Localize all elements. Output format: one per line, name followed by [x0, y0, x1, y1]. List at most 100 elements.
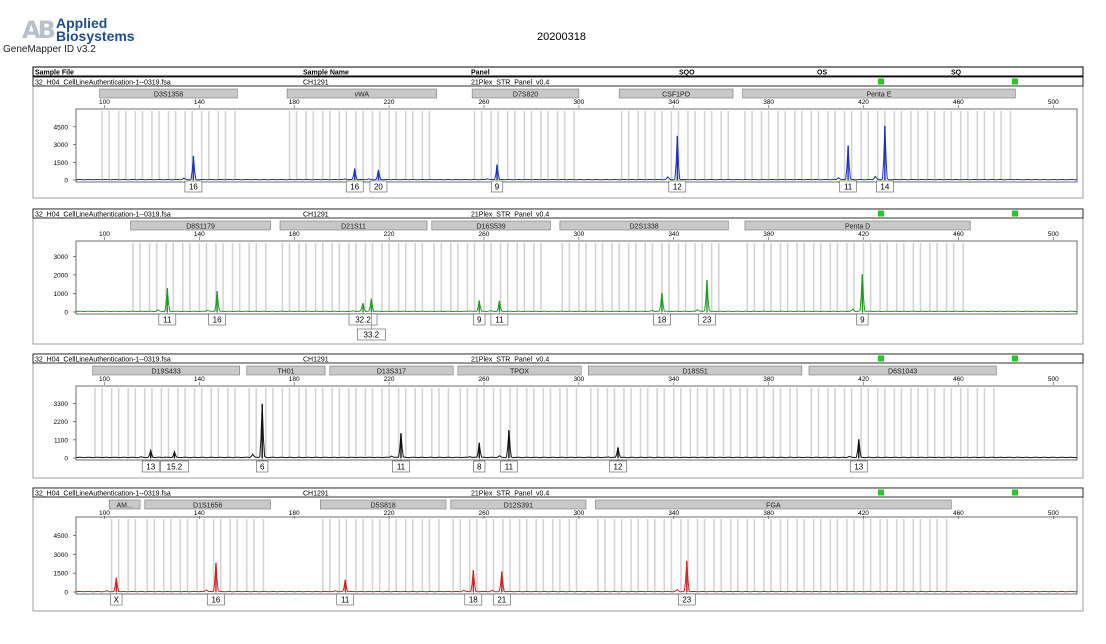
- allele-call: 16: [189, 183, 198, 192]
- x-tick-label: 140: [194, 99, 205, 106]
- allele-box: [141, 460, 160, 473]
- allele-box: [473, 313, 486, 326]
- panel-name: 21Plex_STR_Panel_v0.4: [471, 357, 549, 364]
- allele-box: [208, 313, 226, 326]
- marker-penta-d: [744, 220, 971, 231]
- marker-d16s539: [431, 220, 551, 231]
- allele-call: 15.2: [167, 463, 183, 472]
- allele-call: 16: [213, 316, 222, 325]
- marker-label: CSF1PO: [662, 92, 691, 99]
- allele-call: 9: [860, 316, 865, 325]
- allele-box: [490, 180, 504, 193]
- x-tick-label: 340: [668, 510, 679, 517]
- allele-box: [677, 593, 696, 606]
- column-header-row: Sample File Sample Name Panel SQO OS SQ: [32, 66, 1084, 77]
- allele-call: 33.2: [364, 331, 380, 340]
- allele-call: 13: [146, 463, 155, 472]
- marker-label: D16S539: [477, 224, 506, 231]
- col-os: OS: [817, 70, 827, 77]
- dye-panels: 32_H04_CellLineAuthentication-1--0319.fs…: [32, 76, 1084, 612]
- signal-trace: [75, 125, 1078, 181]
- y-tick-label: 1100: [54, 437, 68, 444]
- marker-d3s1358: [99, 88, 238, 99]
- allele-call: 21: [497, 596, 506, 605]
- marker-d8s1179: [130, 220, 271, 231]
- marker-label: TH01: [277, 369, 294, 376]
- allele-call: 8: [477, 463, 482, 472]
- y-tick-label: 1000: [54, 291, 69, 298]
- marker-d18s51: [588, 365, 803, 376]
- x-tick-label: 340: [668, 231, 679, 238]
- sample-info-row: [32, 76, 1084, 87]
- y-tick-label: 3000: [54, 142, 69, 149]
- plot-area: [75, 385, 1078, 461]
- x-tick-label: 460: [953, 99, 964, 106]
- marker-label: D21S11: [341, 224, 366, 231]
- allele-box: [668, 180, 687, 193]
- sample-name: CH1291: [303, 212, 329, 219]
- quality-flag-green: [878, 355, 884, 362]
- x-tick-label: 380: [763, 231, 774, 238]
- y-tick-label: 0: [64, 456, 68, 463]
- allele-box: [849, 460, 868, 473]
- y-tick-label: 2000: [54, 272, 69, 279]
- quality-flag-green: [878, 489, 884, 496]
- x-tick-label: 140: [194, 510, 205, 517]
- marker-label: D5S818: [371, 503, 396, 510]
- marker-label: Penta E: [866, 92, 891, 99]
- x-tick-label: 260: [479, 231, 490, 238]
- allele-box: [110, 593, 123, 606]
- x-tick-label: 300: [573, 231, 584, 238]
- quality-flag-green: [1012, 210, 1018, 217]
- logo-text: Applied Biosystems: [56, 16, 135, 43]
- allele-box: [698, 313, 716, 326]
- panel-name: 21Plex_STR_Panel_v0.4: [471, 491, 549, 498]
- x-tick-label: 300: [573, 99, 584, 106]
- quality-flag-green: [1012, 355, 1018, 362]
- allele-call: 23: [682, 596, 691, 605]
- y-tick-label: 1500: [54, 160, 69, 167]
- marker-label: D3S1358: [154, 92, 183, 99]
- allele-box: [490, 313, 509, 326]
- allele-box: [492, 593, 511, 606]
- quality-flag-green: [1012, 489, 1018, 496]
- marker-label: D2S1338: [630, 224, 659, 231]
- y-tick-label: 4500: [54, 124, 69, 131]
- x-tick-label: 460: [953, 376, 964, 383]
- allele-box: [207, 593, 225, 606]
- allele-call: 11: [341, 596, 350, 605]
- column-header-box: [32, 66, 1084, 77]
- marker-d7s820: [471, 88, 580, 99]
- report-header: AB Applied Biosystems GeneMapper ID v3.2…: [0, 0, 1106, 58]
- dye-panel-1: 32_H04_CellLineAuthentication-1--0319.fs…: [32, 76, 1084, 199]
- allele-box: [839, 180, 857, 193]
- allele-call: 18: [657, 316, 666, 325]
- y-tick-label: 3000: [54, 552, 69, 559]
- x-tick-label: 140: [194, 231, 205, 238]
- x-tick-label: 420: [858, 231, 869, 238]
- x-tick-label: 500: [1048, 99, 1059, 106]
- col-sq: SQ: [951, 70, 962, 77]
- allele-box: [876, 180, 894, 193]
- allele-box: [653, 313, 671, 326]
- marker-label: Penta D: [845, 224, 870, 231]
- sample-info-row: [32, 353, 1084, 364]
- y-tick-label: 2200: [54, 419, 69, 426]
- marker-label: D13S317: [377, 369, 406, 376]
- signal-trace: [75, 274, 1078, 313]
- dye-panel-3: 32_H04_CellLineAuthentication-1--0319.fs…: [32, 353, 1084, 479]
- allele-box: [369, 180, 388, 193]
- software-version: GeneMapper ID v3.2: [3, 44, 96, 55]
- allele-box: [357, 328, 386, 341]
- x-tick-label: 420: [858, 99, 869, 106]
- marker-d5s818: [320, 499, 447, 510]
- allele-call: 11: [397, 463, 406, 472]
- allele-box: [856, 313, 869, 326]
- x-tick-label: 180: [289, 376, 300, 383]
- allele-call: 9: [477, 316, 482, 325]
- allele-call: 16: [350, 183, 359, 192]
- x-tick-label: 300: [573, 376, 584, 383]
- allele-box: [392, 460, 410, 473]
- x-tick-label: 260: [479, 510, 490, 517]
- x-tick-label: 100: [99, 99, 110, 106]
